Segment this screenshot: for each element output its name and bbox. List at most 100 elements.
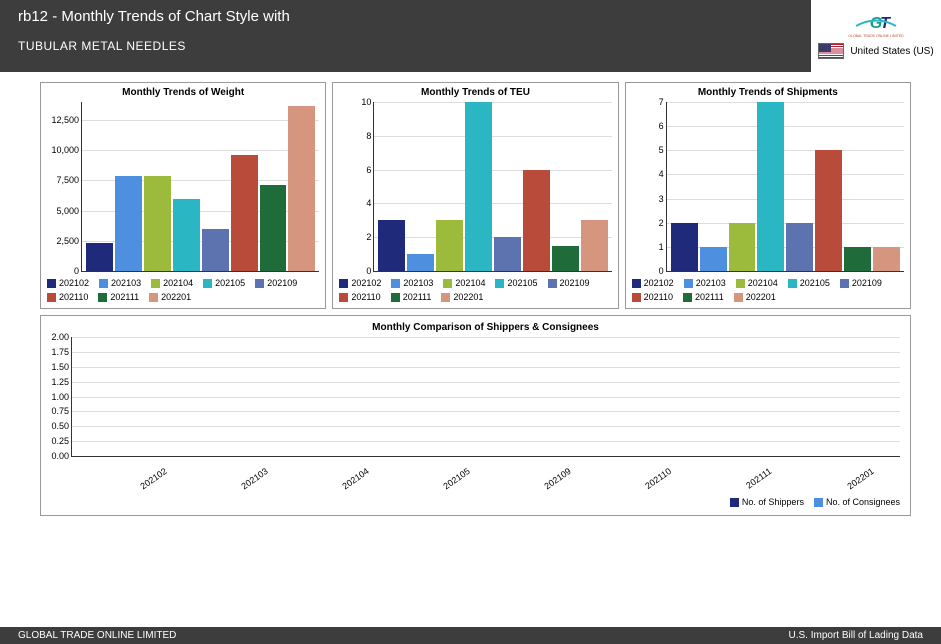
y-axis-label: 1.75 <box>51 347 72 357</box>
y-axis-label: 2 <box>366 232 374 242</box>
chart-legend: 202102 202103 202104 202105 202109 202110 2021… <box>47 278 319 302</box>
y-axis-label: 6 <box>366 165 374 175</box>
bottom-plot: 0.000.250.500.751.001.251.501.752.002021… <box>71 337 900 457</box>
y-axis-label: 1.50 <box>51 362 72 372</box>
bar <box>671 223 698 271</box>
country-box: United States (US) <box>818 43 933 59</box>
legend-item: 202104 <box>736 278 778 288</box>
bar <box>202 229 229 271</box>
bar <box>873 247 900 271</box>
y-axis-label: 10,000 <box>51 145 82 155</box>
bar <box>436 220 463 271</box>
footer-left: GLOBAL TRADE ONLINE LIMITED <box>18 630 176 641</box>
chart-card: Monthly Trends of Weight02,5005,0007,500… <box>40 82 326 309</box>
y-axis-label: 1 <box>659 242 667 252</box>
bar <box>700 247 727 271</box>
bar <box>144 176 171 271</box>
legend-item: 202201 <box>441 292 483 302</box>
flag-icon <box>818 43 844 59</box>
y-axis-label: 4 <box>366 198 374 208</box>
header: rb12 - Monthly Trends of Chart Style wit… <box>0 0 941 72</box>
y-axis-label: 0 <box>366 266 374 276</box>
legend-item: 202103 <box>99 278 141 288</box>
bottom-chart: Monthly Comparison of Shippers & Consign… <box>40 315 911 516</box>
chart-title: Monthly Trends of TEU <box>339 87 611 98</box>
svg-text:GLOBAL TRADE ONLINE LIMITED: GLOBAL TRADE ONLINE LIMITED <box>848 34 904 38</box>
footer-right: U.S. Import Bill of Lading Data <box>788 630 923 641</box>
top-charts-row: Monthly Trends of Weight02,5005,0007,500… <box>0 72 941 315</box>
bar <box>378 220 405 271</box>
legend-item: 202110 <box>632 292 673 302</box>
bar <box>173 199 200 271</box>
page: rb12 - Monthly Trends of Chart Style wit… <box>0 0 941 644</box>
y-axis-label: 5,000 <box>56 206 82 216</box>
y-axis-label: 3 <box>659 194 667 204</box>
y-axis-label: 6 <box>659 121 667 131</box>
y-axis-label: 2,500 <box>56 236 82 246</box>
bar <box>581 220 608 271</box>
header-right: G T GLOBAL TRADE ONLINE LIMITED United S… <box>811 0 941 72</box>
bar <box>115 176 142 271</box>
legend-item: 202111 <box>98 292 139 302</box>
bar <box>260 185 287 271</box>
y-axis-label: 7 <box>659 97 667 107</box>
chart-plot: 01234567 <box>666 102 904 272</box>
legend-item: 202103 <box>391 278 433 288</box>
legend-item: 202103 <box>684 278 726 288</box>
legend-item: 202102 <box>339 278 381 288</box>
header-title: rb12 - Monthly Trends of Chart Style wit… <box>18 8 923 25</box>
bar <box>407 254 434 271</box>
bar <box>757 102 784 271</box>
bar <box>729 223 756 271</box>
legend-item: 202105 <box>495 278 537 288</box>
bottom-legend: No. of Shippers No. of Consignees <box>71 497 900 507</box>
legend-item: 202201 <box>149 292 191 302</box>
y-axis-label: 8 <box>366 131 374 141</box>
legend-item: 202109 <box>255 278 297 288</box>
legend-item: 202104 <box>443 278 485 288</box>
chart-card: Monthly Trends of TEU 0246810 202102 202103… <box>332 82 618 309</box>
bar <box>465 102 492 271</box>
y-axis-label: 0 <box>74 266 82 276</box>
y-axis-label: 0.50 <box>51 421 72 431</box>
legend-item: 202111 <box>391 292 432 302</box>
legend-item: No. of Consignees <box>814 497 900 507</box>
chart-legend: 2021022021032021042021052021092021102021… <box>632 278 904 302</box>
header-subtitle: TUBULAR METAL NEEDLES <box>18 39 923 53</box>
y-axis-label: 12,500 <box>51 115 82 125</box>
legend-item: 202105 <box>203 278 245 288</box>
bar <box>288 106 315 271</box>
y-axis-label: 7,500 <box>56 175 82 185</box>
legend-item: 202110 <box>47 292 88 302</box>
chart-title: Monthly Trends of Shipments <box>632 87 904 98</box>
bar <box>86 243 113 271</box>
footer: GLOBAL TRADE ONLINE LIMITED U.S. Import … <box>0 627 941 644</box>
y-axis-label: 0.25 <box>51 436 72 446</box>
legend-item: 202102 <box>47 278 89 288</box>
bar <box>231 155 258 271</box>
legend-item: 202109 <box>548 278 590 288</box>
y-axis-label: 2 <box>659 218 667 228</box>
bar <box>815 150 842 271</box>
chart-legend: 2021022021032021042021052021092021102021… <box>339 278 611 302</box>
legend-item: 202102 <box>632 278 674 288</box>
y-axis-label: 2.00 <box>51 332 72 342</box>
legend-item: No. of Shippers <box>730 497 804 507</box>
bar <box>523 170 550 271</box>
country-name: United States (US) <box>850 46 933 57</box>
legend-item: 202201 <box>734 292 776 302</box>
legend-item: 202105 <box>788 278 830 288</box>
bottom-chart-title: Monthly Comparison of Shippers & Consign… <box>71 322 900 333</box>
chart-title: Monthly Trends of Weight <box>47 87 319 98</box>
chart-plot: 02,5005,0007,50010,00012,500 <box>81 102 319 272</box>
y-axis-label: 0 <box>659 266 667 276</box>
bar <box>786 223 813 271</box>
logo: G T GLOBAL TRADE ONLINE LIMITED <box>841 13 911 39</box>
bar <box>844 247 871 271</box>
bar <box>552 246 579 271</box>
bar <box>494 237 521 271</box>
legend-item: 202104 <box>151 278 193 288</box>
legend-item: 202111 <box>683 292 724 302</box>
y-axis-label: 5 <box>659 145 667 155</box>
chart-plot: 0246810 <box>373 102 611 272</box>
